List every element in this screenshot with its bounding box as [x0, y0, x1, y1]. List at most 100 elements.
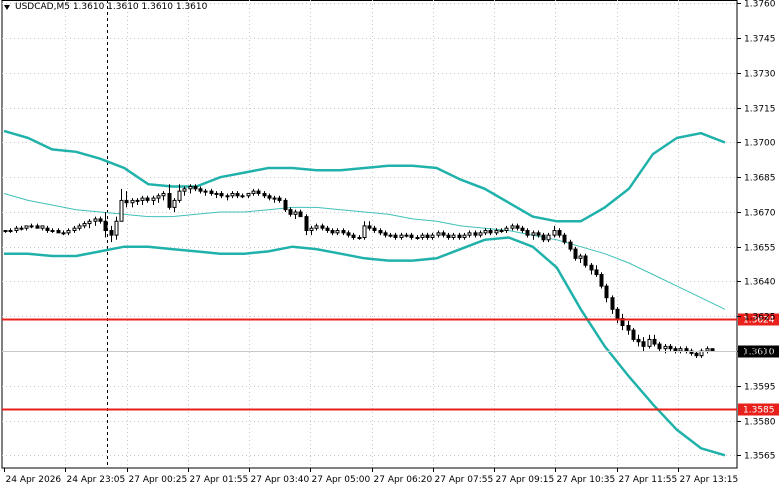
candle	[372, 225, 377, 233]
candle-body	[351, 234, 356, 238]
candle	[504, 225, 509, 233]
candle-body	[515, 225, 520, 229]
candle-body	[124, 199, 129, 204]
candle	[451, 232, 456, 240]
candle-body	[29, 225, 34, 228]
bollinger-middle	[3, 193, 726, 310]
candle	[267, 193, 272, 201]
candle	[647, 334, 652, 349]
candle	[415, 235, 420, 240]
candle	[351, 232, 356, 240]
candle-body	[346, 232, 351, 236]
candle-body	[72, 227, 77, 232]
candle-body	[225, 195, 230, 198]
candle-body	[19, 227, 24, 230]
candle-body	[230, 192, 235, 197]
candle-body	[56, 230, 61, 234]
candle-body	[684, 348, 689, 352]
candle	[383, 230, 388, 238]
candle	[536, 230, 541, 238]
candle	[473, 230, 478, 238]
candle-body	[531, 232, 536, 236]
candle	[3, 230, 8, 233]
x-tick-label: 27 Apr 01:55	[190, 475, 249, 485]
candle	[219, 191, 224, 199]
candle-body	[240, 195, 245, 198]
candle-body	[546, 234, 551, 241]
candle-body	[151, 197, 156, 201]
candle	[203, 188, 208, 196]
candle-body	[77, 225, 82, 229]
candle-body	[203, 190, 208, 193]
candle	[72, 225, 77, 233]
candle-body	[114, 220, 119, 236]
candle-body	[135, 199, 140, 202]
candle	[262, 191, 267, 199]
candle	[56, 228, 61, 234]
candle-body	[40, 225, 45, 229]
x-tick-label: 27 Apr 10:35	[557, 475, 616, 485]
candle	[330, 228, 335, 236]
candle-body	[583, 255, 588, 266]
candle	[177, 184, 182, 203]
y-tick-label: 1.3745	[744, 35, 776, 45]
horizontal-levels[interactable]: 1.3624 1.3585 1.3610	[2, 313, 779, 416]
triangle-down-icon[interactable]	[4, 4, 10, 10]
candle-body	[98, 218, 103, 222]
candle-body	[573, 248, 578, 259]
candle	[320, 223, 325, 231]
candle	[156, 193, 161, 203]
candle	[441, 230, 446, 238]
candle	[520, 225, 525, 233]
current-price-label: 1.3610	[743, 348, 775, 358]
candle	[66, 228, 71, 236]
candle	[272, 195, 277, 203]
candle	[14, 225, 19, 233]
candle	[378, 228, 383, 236]
candle-body	[557, 230, 562, 236]
candles	[3, 184, 715, 358]
candle-body	[3, 230, 8, 233]
candle-body	[193, 186, 198, 190]
candle	[657, 341, 662, 351]
y-tick-label: 1.3730	[744, 70, 776, 80]
candle	[568, 239, 573, 252]
candle-body	[657, 343, 662, 350]
candle-body	[130, 199, 135, 204]
candle	[483, 228, 488, 236]
candle-body	[383, 232, 388, 236]
candle	[636, 334, 641, 347]
candle	[346, 230, 351, 238]
candle	[114, 216, 119, 240]
candle-body	[335, 230, 340, 234]
x-tick-label: 27 Apr 07:55	[435, 475, 494, 485]
candle-body	[504, 227, 509, 232]
candle	[235, 191, 240, 199]
axes: 1.3760 1.3745 1.3730 1.3715 1.3700 1.3685 1.36…	[4, 0, 776, 485]
candle-body	[552, 230, 557, 236]
candle-body	[357, 236, 362, 239]
candle-body	[367, 225, 372, 229]
candle	[119, 188, 124, 222]
y-tick-label: 1.3595	[744, 383, 776, 393]
candle	[652, 334, 657, 347]
candle-body	[636, 338, 641, 343]
y-tick-label: 1.3640	[744, 278, 776, 288]
candle	[641, 337, 646, 351]
candle	[325, 225, 330, 233]
candle-body	[647, 338, 652, 347]
candle-body	[678, 348, 683, 352]
candle	[557, 228, 562, 238]
candle-body	[341, 230, 346, 234]
level-price-tag	[738, 403, 779, 416]
x-tick-label: 27 Apr 00:25	[129, 475, 188, 485]
candle	[8, 228, 13, 233]
candle-body	[188, 186, 193, 190]
candle	[214, 191, 219, 199]
candle-body	[488, 230, 493, 234]
candle-body	[673, 348, 678, 352]
candle-body	[404, 234, 409, 237]
candle-body	[430, 234, 435, 238]
